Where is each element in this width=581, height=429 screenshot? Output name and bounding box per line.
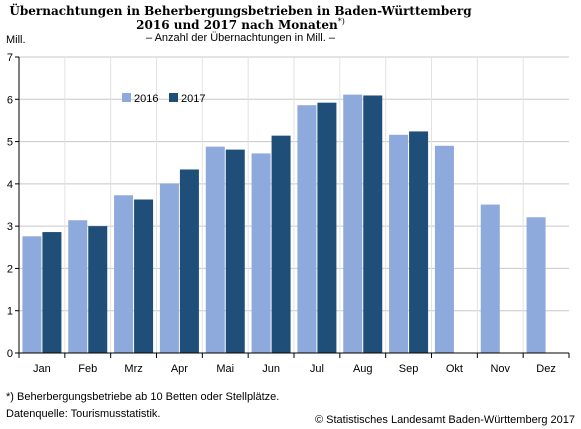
bar-2016-nov <box>480 204 500 353</box>
x-tick-label: Apr <box>171 363 188 375</box>
x-tick-label: Aug <box>353 363 373 375</box>
bar-2016-mai <box>205 146 225 353</box>
x-tick-label: Feb <box>78 363 97 375</box>
y-tick-label: 1 <box>7 306 13 318</box>
x-tick-label: Nov <box>490 363 510 375</box>
bar-2016-jun <box>251 153 271 353</box>
chart-title: Übernachtungen in Beherbergungsbetrieben… <box>9 4 472 18</box>
x-tick-label: Dez <box>536 363 556 375</box>
bar-2017-mai <box>225 149 245 353</box>
x-tick-label: Okt <box>446 363 463 375</box>
bar-2016-okt <box>434 145 454 353</box>
bar-2016-aug <box>343 94 363 354</box>
bar-2017-apr <box>179 169 199 353</box>
legend-label-2017: 2017 <box>181 93 205 105</box>
x-tick-label: Jun <box>262 363 280 375</box>
y-tick-label: 0 <box>7 348 13 360</box>
bar-2016-feb <box>68 220 88 353</box>
y-tick-label: 6 <box>7 94 13 106</box>
x-tick-label: Mai <box>216 363 234 375</box>
bar-2017-feb <box>88 226 108 353</box>
bar-2017-mrz <box>134 199 154 353</box>
copyright: © Statistisches Landesamt Baden-Württemb… <box>314 414 575 426</box>
y-tick-label: 2 <box>7 263 13 275</box>
bar-2017-jan <box>42 232 62 353</box>
bar-2017-aug <box>363 95 383 353</box>
y-tick-label: 3 <box>7 221 13 233</box>
legend-swatch-2016 <box>122 93 131 102</box>
x-tick-label: Sep <box>399 363 419 375</box>
y-tick-label: 4 <box>7 179 13 191</box>
bar-2016-jan <box>22 236 42 353</box>
legend-label-2016: 2016 <box>134 93 158 105</box>
chart-title-years: 2016 und 2017 nach Monaten <box>136 18 338 32</box>
bar-2016-dez <box>526 217 546 353</box>
chart-subtitle: – Anzahl der Übernachtungen in Mill. – <box>146 32 335 44</box>
legend-swatch-2017 <box>169 93 178 102</box>
bar-2017-sep <box>409 131 429 353</box>
x-tick-label: Mrz <box>124 363 142 375</box>
chart-title-line2: 2016 und 2017 nach Monaten*) <box>0 17 531 32</box>
footnote: *) Beherbergungsbetriebe ab 10 Betten od… <box>6 391 280 403</box>
title-footnote-marker: *) <box>337 17 345 26</box>
bar-2017-jul <box>317 102 337 353</box>
x-tick-label: Jul <box>310 363 324 375</box>
x-tick-label: Jan <box>33 363 51 375</box>
bar-2016-apr <box>159 183 179 353</box>
y-axis-label: Mill. <box>6 34 26 46</box>
data-source: Datenquelle: Tourismusstatistik. <box>6 408 161 420</box>
bar-2016-sep <box>389 134 409 353</box>
y-tick-label: 5 <box>7 137 13 149</box>
bar-2017-jun <box>271 135 291 353</box>
bar-2016-jul <box>297 105 317 353</box>
bar-2016-mrz <box>114 195 134 353</box>
y-tick-label: 7 <box>7 52 13 64</box>
